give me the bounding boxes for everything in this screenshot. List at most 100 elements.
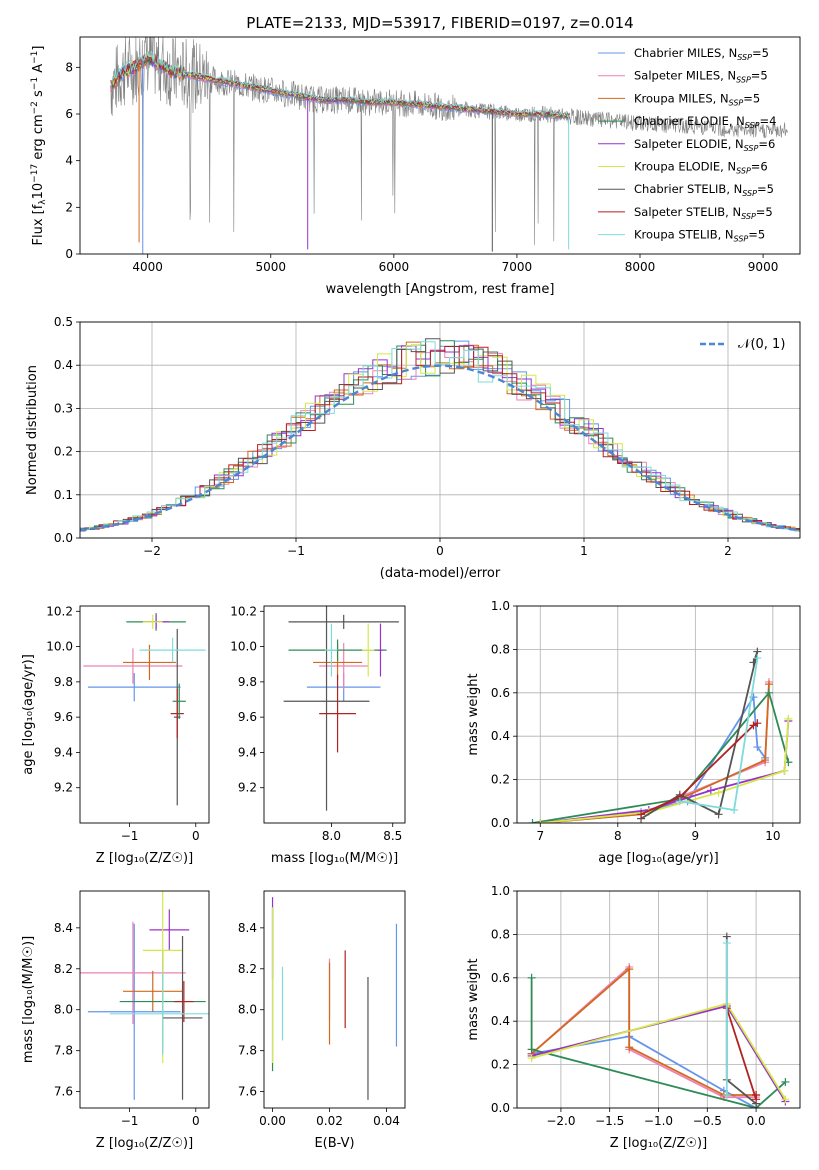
weight-point-marker — [753, 743, 762, 752]
y-tick-label: 6 — [65, 107, 73, 121]
x-tick-label: −2.0 — [546, 1114, 575, 1128]
weight-point-marker — [675, 797, 684, 806]
panel-age-vs-mass: 8.0 8.5 9.2 9.4 9.6 9.8 10.0 10.2 mass [log₁₀(M/… — [230, 604, 406, 866]
residual-histogram — [80, 341, 800, 532]
weight-series-line — [531, 964, 757, 1099]
spectrum-legend: Chabrier MILES, NSSP=5 Salpeter MILES, NS… — [598, 46, 776, 244]
y-tick-label: 9.8 — [54, 675, 73, 689]
y-tick-label: 8.2 — [238, 962, 257, 976]
x-tick-label: 4000 — [132, 260, 163, 274]
x-tick-label: 0.02 — [316, 1114, 343, 1128]
model-spectrum — [110, 51, 570, 118]
weight-point-marker — [764, 680, 773, 689]
y-tick-label: 0.0 — [491, 816, 510, 830]
weight-point-marker — [753, 654, 762, 663]
x-tick-label: −1 — [121, 1114, 139, 1128]
weight-point-marker — [625, 1043, 634, 1052]
legend-label: Kroupa MILES, NSSP=5 — [634, 91, 760, 107]
y-tick-label: 0.4 — [54, 358, 73, 372]
y-tick-label: 8 — [65, 60, 73, 74]
x-tick-label: 9000 — [748, 260, 779, 274]
x-axis-label: age [log₁₀(age/yr)] — [598, 851, 719, 866]
weight-point-marker — [714, 788, 723, 797]
grid-lines — [517, 605, 800, 824]
x-axis-label: wavelength [Angstrom, rest frame] — [326, 282, 555, 297]
y-tick-label: 9.6 — [238, 710, 257, 724]
x-tick-label: −2 — [143, 544, 161, 558]
gaussian-curve — [80, 364, 800, 532]
y-tick-label: 0.2 — [491, 1058, 510, 1072]
panel-mass-vs-ebv: 0.00 0.02 0.04 7.6 7.8 8.0 8.2 8.4 E(B-V) — [238, 890, 406, 1151]
y-tick-label: 9.6 — [54, 710, 73, 724]
y-tick-label: 9.4 — [238, 745, 257, 759]
y-axis-label: mass weight — [466, 958, 481, 1040]
x-tick-label: 8.0 — [322, 829, 341, 843]
y-tick-label: 10.2 — [46, 604, 73, 618]
x-tick-label: −1 — [287, 544, 305, 558]
y-tick-label: 7.8 — [54, 1044, 73, 1058]
y-axis-label: Normed distribution — [25, 365, 40, 495]
y-tick-label: 10.0 — [46, 640, 73, 654]
weight-point-marker — [722, 1090, 731, 1099]
y-axis-label: mass weight — [466, 673, 481, 755]
weight-point-marker — [752, 1090, 761, 1099]
weight-point-marker — [714, 810, 723, 819]
y-tick-label: 0.6 — [491, 971, 510, 985]
x-tick-label: 0 — [192, 1114, 200, 1128]
y-axis-label: Flux [fλ10−17 erg cm−2 s−1 A−1] — [30, 46, 48, 246]
grid-lines — [517, 890, 800, 1109]
y-tick-label: 0.8 — [491, 927, 510, 941]
x-tick-label: 6000 — [379, 260, 410, 274]
legend-label: Salpeter STELIB, NSSP=5 — [634, 205, 773, 221]
y-tick-label: 1.0 — [491, 884, 510, 898]
weight-point-marker — [722, 939, 731, 948]
weight-series-line — [531, 967, 757, 1096]
axes-frame — [263, 605, 406, 824]
axes-frame — [79, 321, 801, 539]
legend-label: Salpeter MILES, NSSP=5 — [634, 69, 768, 85]
y-tick-label: 9.4 — [54, 745, 73, 759]
y-tick-label: 9.8 — [238, 675, 257, 689]
weight-series-line — [530, 977, 786, 1108]
panel-weight-vs-age: 7 8 9 10 0.0 0.2 0.4 0.6 0.8 1.0 age [log₁₀(age/yr… — [466, 599, 801, 866]
x-tick-label: 1 — [580, 544, 588, 558]
panel-spectrum: 4000 5000 6000 7000 8000 9000 0 2 4 6 8 wavelength … — [30, 36, 801, 297]
x-axis-label: Z [log₁₀(Z/Z☉)] — [96, 1136, 193, 1151]
residual-histogram — [80, 341, 800, 532]
x-axis-label: E(B-V) — [314, 1136, 354, 1151]
plot-area — [83, 613, 206, 806]
axes-frame — [79, 36, 801, 255]
x-axis-label: Z [log₁₀(Z/Z☉)] — [610, 1136, 707, 1151]
weight-point-marker — [781, 1095, 790, 1104]
y-tick-label: 0.3 — [54, 401, 73, 415]
plot-area — [283, 606, 399, 811]
x-tick-label: 0 — [192, 829, 200, 843]
panel-age-vs-z: −1 0 9.2 9.4 9.6 9.8 10.0 10.2 Z [log₁₀(Z/Z☉)] ag… — [21, 604, 210, 866]
plots-group: 4000 5000 6000 7000 8000 900002468wavelength … — [21, 36, 801, 1151]
y-tick-label: 0.0 — [54, 531, 73, 545]
y-tick-label: 0 — [65, 247, 73, 261]
weight-point-marker — [730, 805, 739, 814]
y-tick-label: 9.2 — [238, 781, 257, 795]
x-axis-label: (data-model)/error — [380, 566, 501, 581]
plot-area — [271, 897, 398, 1100]
axes-frame — [79, 890, 210, 1109]
plot-area — [528, 647, 793, 823]
weight-point-marker — [761, 756, 770, 765]
y-tick-label: 8.0 — [238, 1003, 257, 1017]
plot-area — [80, 891, 209, 1100]
x-tick-label: 0 — [436, 544, 444, 558]
y-tick-label: 10.0 — [230, 640, 257, 654]
legend-label: Chabrier STELIB, NSSP=5 — [634, 182, 774, 198]
x-tick-label: 0.04 — [373, 1114, 400, 1128]
y-tick-label: 0.2 — [54, 445, 73, 459]
weight-point-marker — [536, 819, 545, 823]
panel-mass-vs-z: −1 0 7.6 7.8 8.0 8.2 8.4 Z [log₁₀(Z/Z☉)] mass [l… — [21, 890, 210, 1151]
weight-point-marker — [764, 688, 773, 697]
weight-series-line — [532, 690, 790, 823]
x-tick-label: 10 — [765, 829, 780, 843]
plot-area — [527, 932, 790, 1108]
x-tick-label: 7000 — [502, 260, 533, 274]
weight-series-line — [725, 1007, 757, 1100]
